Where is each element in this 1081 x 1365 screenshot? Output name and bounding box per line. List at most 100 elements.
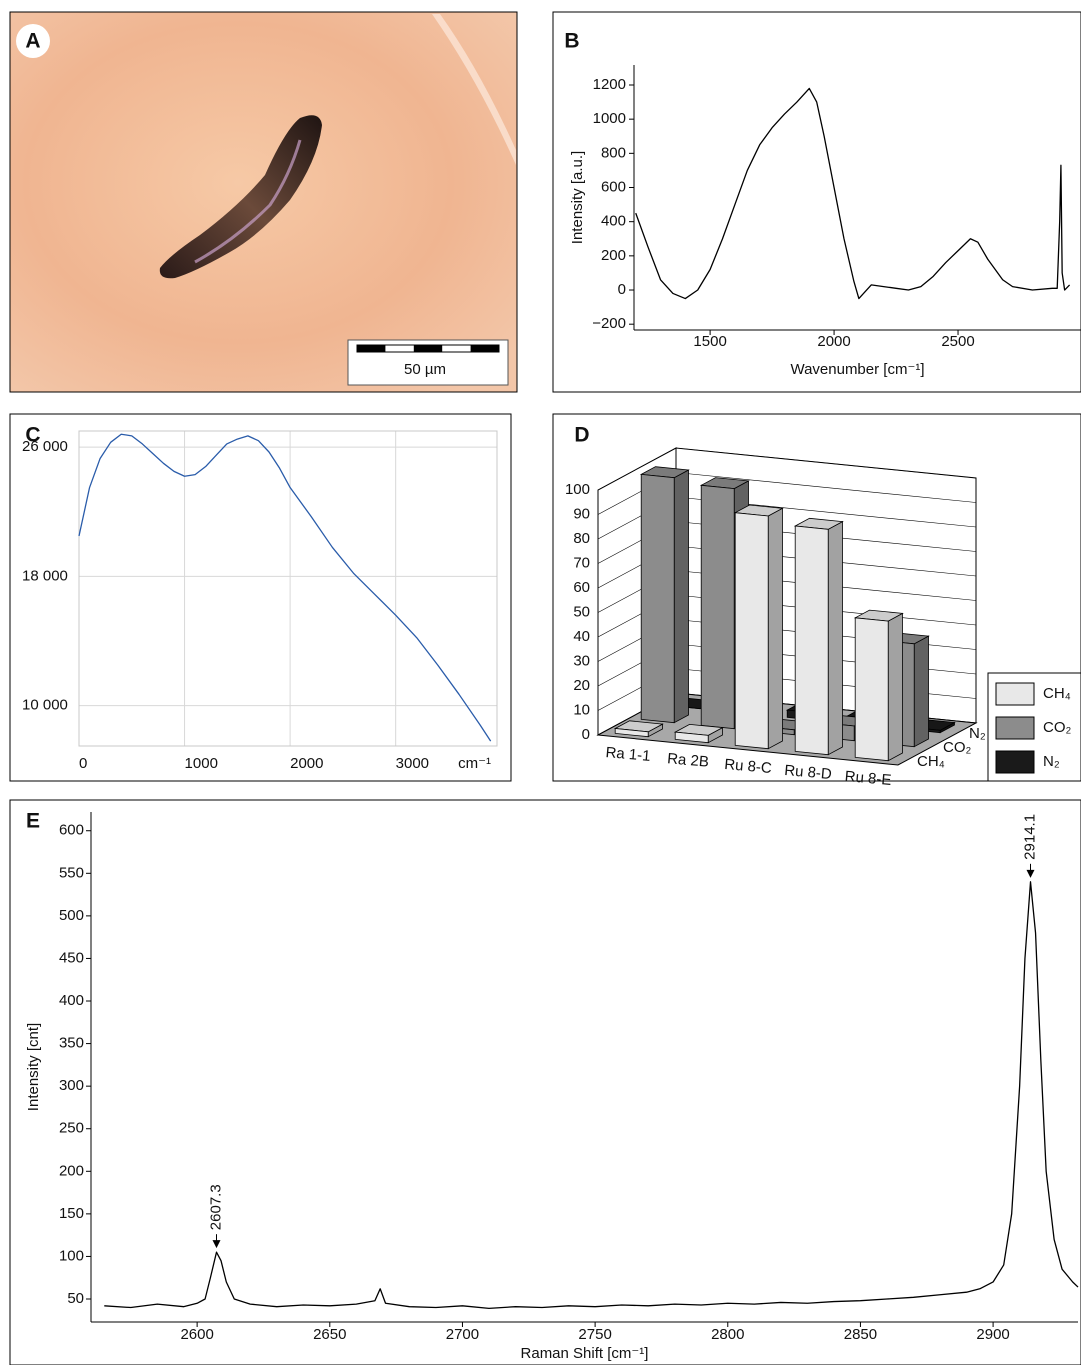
x-tick-label: 1500 — [693, 333, 726, 350]
x-tick-label: 2800 — [711, 1326, 744, 1343]
y-tick-label: 60 — [573, 579, 590, 596]
bar-side — [768, 508, 782, 748]
x-tick-label: 2750 — [578, 1326, 611, 1343]
panel-frame — [10, 414, 511, 781]
y-tick-label: 200 — [59, 1162, 84, 1179]
bar-front — [701, 485, 734, 728]
x-tick-label: 2600 — [180, 1326, 213, 1343]
x-unit-label: cm⁻¹ — [458, 755, 491, 772]
panel-label: B — [564, 30, 579, 53]
y-tick-label: 10 000 — [22, 697, 68, 714]
y-axis-label: Intensity [cnt] — [25, 1023, 42, 1111]
panel-label: E — [26, 810, 40, 833]
x-tick-label: Ra 1-1 — [605, 744, 651, 765]
y-tick-label: 300 — [59, 1077, 84, 1094]
bar-front — [641, 474, 674, 722]
scale-label: 50 µm — [404, 361, 446, 378]
annotation-arrowhead — [1027, 870, 1035, 878]
x-tick-label: 2700 — [446, 1326, 479, 1343]
plot-frame — [79, 431, 497, 746]
y-tick-label: 100 — [565, 481, 590, 498]
x-tick-label: Ru 8-D — [784, 762, 833, 783]
y-tick-label: 400 — [601, 213, 626, 230]
y-tick-label: 0 — [582, 726, 590, 743]
x-tick-label: Ru 8-C — [724, 756, 773, 777]
bar-side — [674, 470, 688, 723]
y-tick-label: 250 — [59, 1120, 84, 1137]
legend-label: CH₄ — [1043, 685, 1071, 702]
y-tick-label: 50 — [573, 603, 590, 620]
x-tick-label: 2900 — [976, 1326, 1009, 1343]
x-axis-label: Raman Shift [cm⁻¹] — [521, 1345, 649, 1362]
y-tick-label: 1000 — [593, 110, 626, 127]
y-tick-label: 600 — [601, 178, 626, 195]
depth-label: CH₄ — [917, 753, 945, 770]
scale-bar-segment — [357, 345, 385, 352]
y-tick-label: 80 — [573, 530, 590, 547]
peak-annotation: 2914.1 — [1021, 814, 1038, 860]
x-tick-label: Ra 2B — [667, 750, 710, 771]
x-tick-label: 2850 — [844, 1326, 877, 1343]
y-tick-label: 450 — [59, 949, 84, 966]
y-tick-label: 100 — [59, 1247, 84, 1264]
spectrum-line — [636, 88, 1070, 298]
x-tick-label: 3000 — [396, 755, 429, 772]
bar — [735, 505, 782, 749]
panel-label: D — [574, 424, 589, 447]
y-tick-label: 18 000 — [22, 567, 68, 584]
y-axis-label: Intensity [a.u.] — [569, 151, 586, 244]
depth-label: N₂ — [969, 725, 986, 742]
legend-swatch — [996, 751, 1034, 773]
bar — [795, 518, 842, 754]
legend-swatch — [996, 683, 1034, 705]
y-tick-label: 26 000 — [22, 438, 68, 455]
bar-front — [855, 618, 888, 761]
peak-annotation: 2607.3 — [207, 1184, 224, 1230]
y-tick-label: 20 — [573, 677, 590, 694]
y-tick-label: −200 — [592, 315, 626, 332]
legend-swatch — [996, 717, 1034, 739]
spectrum-line — [104, 882, 1078, 1309]
panel-label: A — [25, 30, 40, 53]
legend-label: N₂ — [1043, 753, 1060, 770]
page: {"image_panel": {"panel": "A", "scale_la… — [0, 0, 1081, 1365]
bar-side — [888, 613, 902, 760]
y-tick-label: 30 — [573, 652, 590, 669]
y-tick-label: 50 — [67, 1290, 84, 1307]
bar-side — [828, 522, 842, 755]
annotation-arrowhead — [212, 1240, 220, 1248]
y-tick-label: 0 — [618, 281, 626, 298]
y-tick-label: 200 — [601, 247, 626, 264]
spectrum-line — [79, 434, 491, 741]
scale-bar-segment — [414, 345, 442, 352]
y-tick-label: 1200 — [593, 76, 626, 93]
micrograph-panel: A 50 µm — [10, 12, 517, 392]
y-tick-label: 10 — [573, 701, 590, 718]
legend-label: CO₂ — [1043, 719, 1072, 736]
depth-label: CO₂ — [943, 739, 972, 756]
y-tick-label: 40 — [573, 628, 590, 645]
bar-front — [735, 513, 768, 749]
bar — [641, 467, 688, 723]
y-tick-label: 800 — [601, 144, 626, 161]
y-tick-label: 600 — [59, 822, 84, 839]
bar-front — [795, 526, 828, 755]
x-axis-label: Wavenumber [cm⁻¹] — [790, 361, 924, 378]
y-tick-label: 150 — [59, 1205, 84, 1222]
x-tick-label: 2650 — [313, 1326, 346, 1343]
figure: A 50 µm B−200020040060080010001200150020… — [0, 0, 1081, 1365]
panel-frame — [10, 800, 1081, 1365]
y-tick-label: 550 — [59, 864, 84, 881]
x-tick-label: 2000 — [817, 333, 850, 350]
x-tick-label: Ru 8-E — [844, 768, 892, 789]
y-tick-label: 350 — [59, 1035, 84, 1052]
y-tick-label: 500 — [59, 907, 84, 924]
y-tick-label: 90 — [573, 505, 590, 522]
x-tick-label: 0 — [79, 755, 87, 772]
bar-side — [914, 636, 928, 747]
x-tick-label: 2500 — [941, 333, 974, 350]
x-tick-label: 2000 — [290, 755, 323, 772]
bar — [855, 610, 902, 761]
scale-bar-segment — [471, 345, 499, 352]
y-tick-label: 70 — [573, 554, 590, 571]
